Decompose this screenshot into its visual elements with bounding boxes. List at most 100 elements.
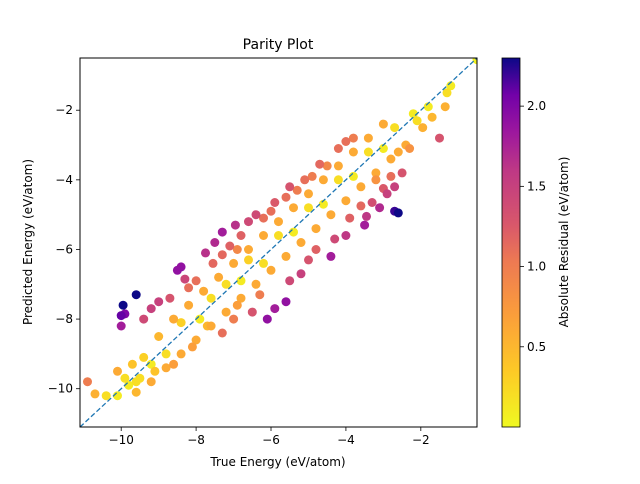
scatter-point xyxy=(120,373,130,383)
y-tick-label: −2 xyxy=(55,103,73,117)
scatter-point xyxy=(236,276,246,286)
scatter-point xyxy=(206,321,216,331)
scatter-point xyxy=(382,189,392,199)
scatter-point xyxy=(139,352,149,362)
scatter-point xyxy=(118,300,128,310)
scatter-point xyxy=(274,217,283,227)
colorbar-tick-label: 1.5 xyxy=(527,179,546,193)
scatter-point xyxy=(356,201,366,211)
parity-reference-line xyxy=(80,58,477,427)
colorbar-tick-label: 2.0 xyxy=(527,99,546,113)
scatter-point xyxy=(371,168,381,178)
scatter-point xyxy=(191,276,201,286)
scatter-point xyxy=(90,389,100,399)
scatter-point xyxy=(348,133,358,143)
scatter-point xyxy=(139,314,149,324)
scatter-point xyxy=(165,293,175,303)
scatter-point xyxy=(191,335,201,345)
scatter-point xyxy=(229,314,239,324)
scatter-point xyxy=(127,359,137,369)
scatter-point xyxy=(236,293,246,303)
x-tick-label: −6 xyxy=(262,433,280,447)
plot-area-frame xyxy=(79,57,478,428)
scatter-point xyxy=(208,258,218,268)
scatter-point xyxy=(371,175,381,185)
colorbar xyxy=(501,57,521,428)
scatter-point xyxy=(131,387,141,397)
scatter-point xyxy=(304,203,313,213)
scatter-point xyxy=(244,217,253,227)
scatter-point xyxy=(311,245,321,254)
x-axis-ticks: −10 −8 −6 −4 −2 xyxy=(109,427,430,447)
scatter-point xyxy=(221,307,231,317)
scatter-point xyxy=(285,276,295,286)
scatter-point xyxy=(348,147,358,157)
scatter-point xyxy=(418,123,428,133)
scatter-point xyxy=(363,133,373,143)
scatter-point xyxy=(326,210,336,220)
scatter-point xyxy=(176,262,186,272)
scatter-point xyxy=(259,213,268,223)
scatter-point xyxy=(393,147,403,157)
scatter-point xyxy=(232,245,242,254)
scatter-point xyxy=(427,112,437,122)
scatter-point xyxy=(236,231,246,240)
scatter-point xyxy=(113,366,122,376)
scatter-point xyxy=(362,211,371,221)
scatter-point xyxy=(333,161,343,171)
y-tick-label: −4 xyxy=(55,173,73,187)
scatter-point xyxy=(187,342,197,352)
scatter-point xyxy=(289,203,298,213)
scatter-point xyxy=(326,251,336,261)
scatter-point xyxy=(311,224,321,234)
scatter-point xyxy=(184,300,194,310)
scatter-point xyxy=(274,231,283,240)
scatter-point xyxy=(217,227,227,237)
scatter-point xyxy=(83,377,92,387)
scatter-point xyxy=(262,314,272,324)
scatter-point xyxy=(390,123,400,133)
scatter-point xyxy=(135,373,145,383)
scatter-point xyxy=(259,231,268,240)
scatter-point xyxy=(360,220,370,230)
scatter-point xyxy=(285,182,295,192)
y-axis-ticks: −10 −8 −6 −4 −2 xyxy=(48,103,80,396)
scatter-point xyxy=(363,147,373,157)
scatter-point xyxy=(161,349,171,359)
scatter-point xyxy=(146,304,156,314)
scatter-point xyxy=(378,119,388,129)
scatter-point xyxy=(214,272,224,282)
scatter-point xyxy=(255,290,265,300)
x-tick-label: −4 xyxy=(337,433,355,447)
scatter-point xyxy=(281,297,291,307)
scatter-point xyxy=(375,203,385,213)
scatter-point xyxy=(180,274,190,284)
colorbar-tick-label: 0.5 xyxy=(527,340,546,354)
scatter-point xyxy=(386,154,396,164)
scatter-point xyxy=(435,133,444,143)
scatter-point xyxy=(405,144,415,153)
colorbar-ticks: 0.5 1.0 1.5 2.0 xyxy=(520,99,546,354)
y-axis-label: Predicted Energy (eV/atom) xyxy=(21,159,35,325)
scatter-point xyxy=(345,213,355,223)
scatter-point xyxy=(116,321,126,331)
scatter-point xyxy=(341,231,351,240)
y-tick-label: −10 xyxy=(48,382,73,396)
scatter-point xyxy=(296,269,306,279)
scatter-point xyxy=(201,248,210,258)
x-tick-label: −10 xyxy=(109,433,134,447)
scatter-point xyxy=(247,307,257,317)
scatter-point xyxy=(341,137,351,146)
scatter-point xyxy=(270,304,280,314)
colorbar-tick-label: 1.0 xyxy=(527,260,546,274)
scatter-point xyxy=(230,220,240,230)
scatter-point xyxy=(161,363,171,373)
scatter-point xyxy=(296,238,306,247)
scatter-point xyxy=(199,286,209,296)
scatter-point xyxy=(131,290,141,300)
scatter-point xyxy=(367,198,377,207)
scatter-point xyxy=(251,279,261,289)
scatter-point xyxy=(217,328,227,338)
